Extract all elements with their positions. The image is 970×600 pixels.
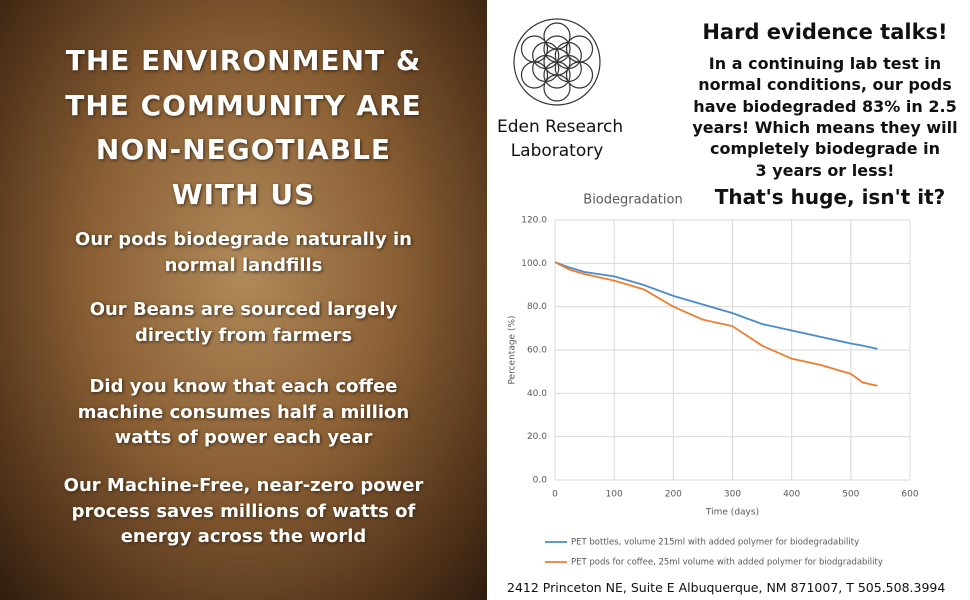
lab-name: Laboratory — [510, 141, 604, 161]
y-tick-label: 60.0 — [527, 346, 547, 356]
logo — [513, 18, 601, 106]
x-tick-label: 500 — [842, 490, 859, 500]
left-point: watts of power each year — [114, 427, 373, 448]
left-title: NON-NEGOTIABLE — [95, 133, 392, 166]
body-text: normal conditions, our pods — [698, 75, 952, 95]
series-line — [554, 261, 878, 350]
left-title: THE COMMUNITY ARE — [65, 88, 422, 122]
y-tick-label: 0.0 — [533, 476, 548, 486]
x-tick-label: 0 — [552, 490, 558, 500]
left-point: Our Beans are sourced largely — [89, 299, 398, 320]
y-tick-label: 20.0 — [527, 432, 547, 442]
left-point: Our pods biodegrade naturally in — [75, 229, 412, 250]
left-point: directly from farmers — [134, 324, 353, 346]
lab-name: Eden Research — [497, 117, 624, 137]
legend-label: PET bottles, volume 215ml with added pol… — [571, 538, 859, 548]
left-point: normal landfills — [164, 254, 323, 276]
y-tick-label: 100.0 — [521, 259, 547, 269]
left-point: Our Machine-Free, near-zero power — [63, 475, 424, 496]
x-tick-label: 600 — [901, 490, 918, 500]
y-tick-label: 80.0 — [527, 302, 547, 312]
y-tick-label: 40.0 — [527, 389, 547, 399]
body-text: 3 years or less! — [755, 160, 895, 180]
x-tick-label: 400 — [783, 490, 800, 500]
series-line — [554, 261, 878, 387]
body-text: years! Which means they will — [692, 117, 958, 137]
left-title: THE ENVIRONMENT & — [65, 44, 422, 77]
left-point: Did you know that each coffee — [89, 376, 398, 397]
body-text: completely biodegrade in — [709, 139, 941, 159]
left-title: WITH US — [171, 177, 316, 211]
x-tick-label: 300 — [724, 490, 741, 500]
legend-label: PET pods for coffee, 25ml volume with ad… — [571, 558, 883, 568]
left-point: energy across the world — [120, 526, 367, 547]
body-text: have biodegraded 83% in 2.5 — [693, 96, 957, 116]
body-text: In a continuing lab test in — [708, 54, 942, 73]
left-point: process saves millions of watts of — [71, 500, 416, 522]
chart-title: Biodegradation — [583, 193, 682, 208]
x-tick-label: 200 — [665, 490, 682, 500]
x-axis-label: Time (days) — [705, 508, 759, 518]
headline: Hard evidence talks! — [702, 20, 948, 44]
left-panel — [0, 0, 487, 600]
x-tick-label: 100 — [606, 490, 623, 500]
y-axis-label: Percentage (%) — [508, 315, 518, 384]
y-tick-label: 120.0 — [521, 216, 547, 226]
left-point: machine consumes half a million — [77, 401, 410, 423]
footer: 2412 Princeton NE, Suite E Albuquerque, … — [507, 580, 946, 595]
tagline: That's huge, isn't it? — [714, 185, 946, 209]
